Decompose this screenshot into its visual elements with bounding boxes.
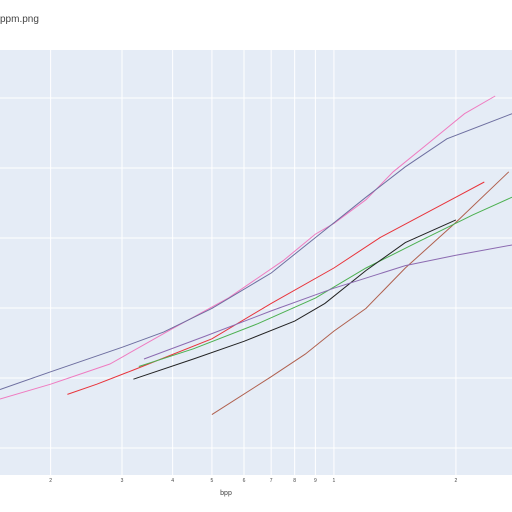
- series-line-5: [138, 196, 512, 367]
- x-tick-label: 3: [121, 478, 124, 484]
- series-line-6: [133, 219, 457, 380]
- x-axis-label: bpp: [220, 490, 232, 497]
- x-tick-label: 4: [171, 478, 174, 484]
- x-tick-label: 2: [455, 478, 458, 484]
- series-line-7: [143, 244, 512, 360]
- chart-title: ppm.png: [0, 14, 39, 25]
- x-tick-label: 5: [211, 478, 214, 484]
- x-tick-label: 2: [49, 478, 52, 484]
- x-tick-label: 7: [270, 478, 273, 484]
- series-group: [0, 95, 512, 416]
- x-tick-label: 1: [333, 478, 336, 484]
- x-tick-label: 6: [243, 478, 246, 484]
- series-line-2: [0, 113, 512, 390]
- grid-lines: [0, 50, 512, 475]
- x-tick-labels: 2 3 4 5 6 7 8 9 1 2: [49, 478, 457, 484]
- series-line-4: [211, 171, 510, 416]
- x-tick-label: 9: [314, 478, 317, 484]
- x-tick-label: 8: [293, 478, 296, 484]
- plot-background: [0, 50, 512, 475]
- series-line-1: [0, 95, 496, 400]
- series-line-3: [67, 181, 485, 395]
